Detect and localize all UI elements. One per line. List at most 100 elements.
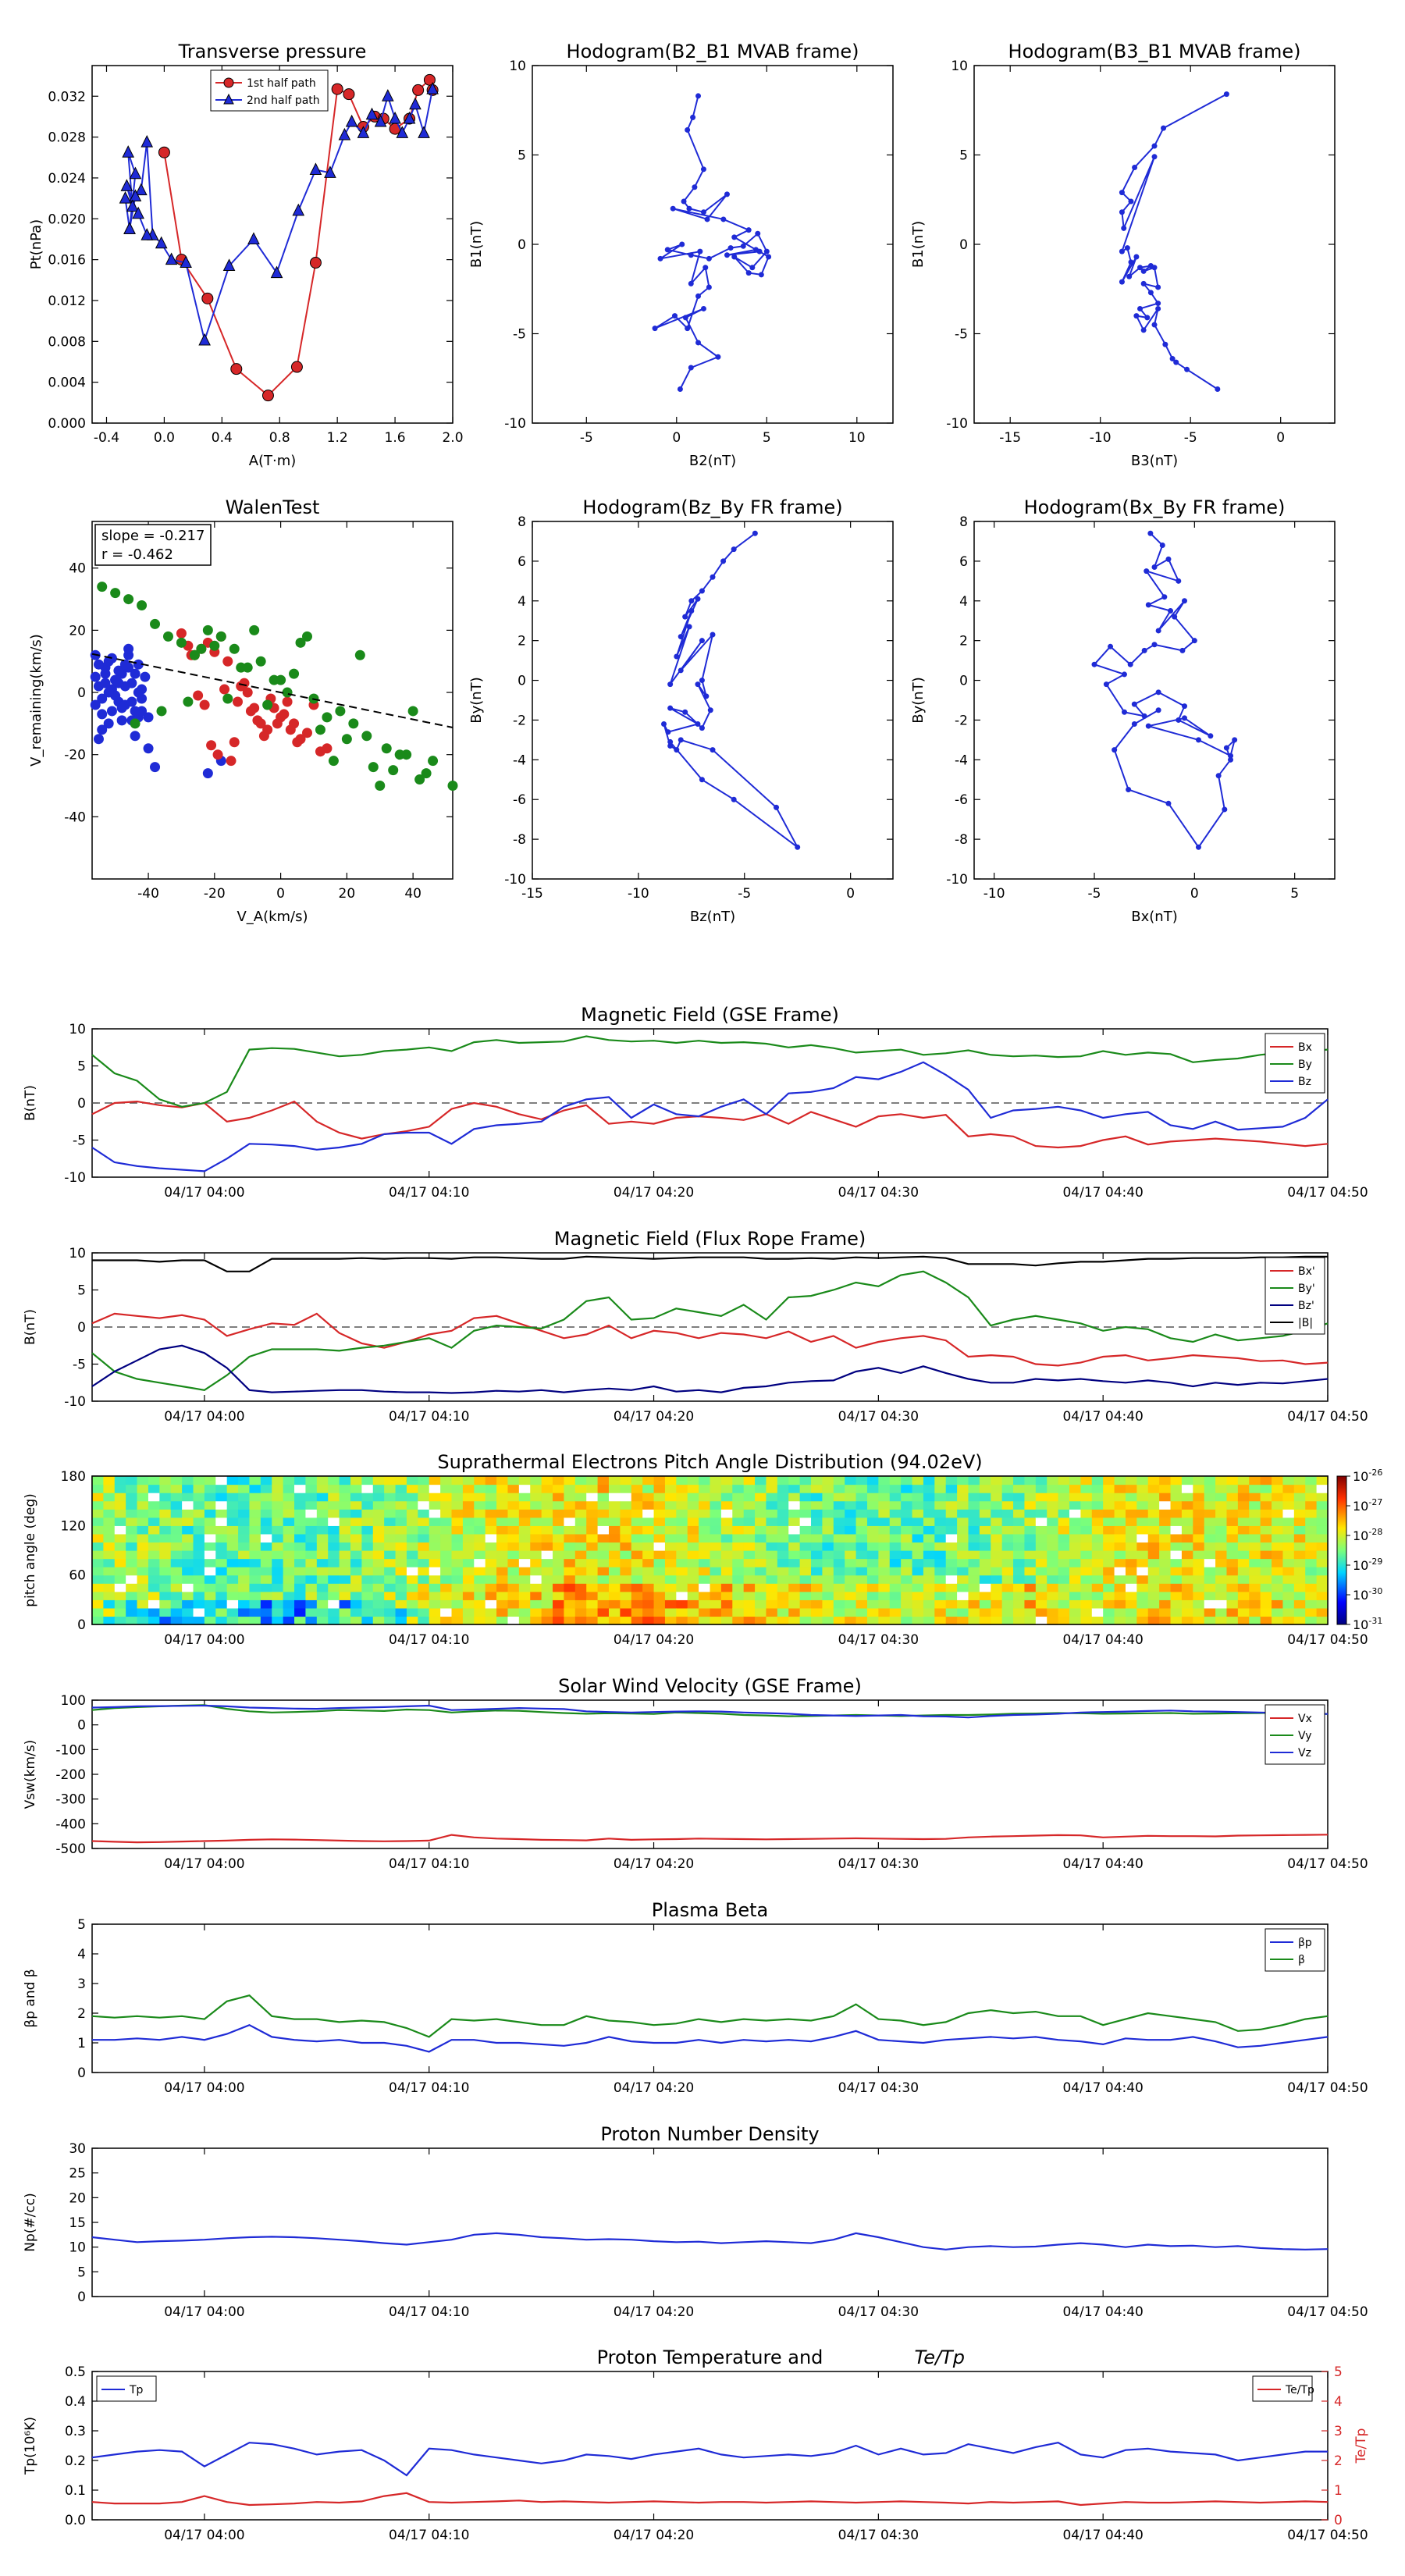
heatmap-cell	[1159, 1493, 1172, 1502]
heatmap-cell	[1047, 1500, 1059, 1510]
heatmap-cell	[934, 1533, 947, 1543]
heatmap-cell	[1080, 1550, 1093, 1560]
heatmap-cell	[1226, 1583, 1239, 1592]
heatmap-cell	[418, 1509, 430, 1518]
heatmap-cell	[653, 1509, 666, 1518]
heatmap-cell	[1080, 1525, 1093, 1535]
data-point	[97, 582, 108, 592]
annotation-text: slope = -0.217	[101, 528, 205, 544]
heatmap-cell	[294, 1525, 307, 1535]
heatmap-cell	[845, 1583, 857, 1592]
heatmap-cell	[1069, 1607, 1081, 1617]
data-point	[1131, 701, 1137, 707]
data-point	[678, 667, 684, 674]
heatmap-cell	[339, 1567, 351, 1576]
heatmap-cell	[1058, 1599, 1070, 1609]
y-tick-label: -300	[55, 1792, 86, 1808]
heatmap-cell	[350, 1533, 362, 1543]
heatmap-cell	[720, 1607, 733, 1617]
heatmap-cell	[743, 1500, 756, 1510]
heatmap-cell	[945, 1567, 958, 1576]
heatmap-cell	[1260, 1550, 1272, 1560]
heatmap-cell	[608, 1500, 621, 1510]
data-point	[678, 634, 684, 640]
heatmap-cell	[597, 1616, 610, 1625]
y-tick-label: 0.004	[48, 375, 86, 391]
heatmap-cell	[316, 1607, 329, 1617]
heatmap-cell	[631, 1533, 643, 1543]
heatmap-cell	[699, 1509, 711, 1518]
data-point	[1133, 254, 1140, 260]
heatmap-cell	[1069, 1567, 1081, 1576]
heatmap-cell	[170, 1550, 183, 1560]
y-tick-label: 0	[518, 237, 526, 253]
heatmap-cell	[833, 1525, 845, 1535]
heatmap-cell	[1058, 1591, 1070, 1600]
heatmap-cell	[1001, 1583, 1014, 1592]
heatmap-cell	[1260, 1509, 1272, 1518]
data-point	[1162, 341, 1168, 347]
heatmap-cell	[979, 1616, 991, 1625]
heatmap-cell	[226, 1583, 239, 1592]
heatmap-cell	[429, 1476, 441, 1485]
heatmap-cell	[305, 1599, 318, 1609]
heatmap-cell	[1249, 1542, 1261, 1551]
y-tick-label: -2	[955, 713, 968, 728]
heatmap-cell	[148, 1533, 160, 1543]
heatmap-cell	[1249, 1599, 1261, 1609]
heatmap-cell	[845, 1509, 857, 1518]
heatmap-cell	[1193, 1493, 1205, 1502]
heatmap-cell	[866, 1509, 879, 1518]
heatmap-cell	[968, 1591, 980, 1600]
heatmap-cell	[564, 1591, 576, 1600]
heatmap-cell	[620, 1550, 632, 1560]
heatmap-cell	[1170, 1476, 1183, 1485]
y-tick-label: 60	[69, 1568, 86, 1584]
heatmap-cell	[1282, 1558, 1295, 1567]
heatmap-cell	[1204, 1517, 1216, 1526]
heatmap-cell	[1272, 1493, 1284, 1502]
heatmap-cell	[126, 1607, 138, 1617]
heatmap-cell	[1024, 1583, 1037, 1592]
heatmap-cell	[226, 1533, 239, 1543]
heatmap-cell	[541, 1493, 553, 1502]
data-point	[315, 724, 325, 735]
heatmap-cell	[586, 1567, 599, 1576]
heatmap-cell	[462, 1591, 475, 1600]
heatmap-cell	[866, 1583, 879, 1592]
heatmap-cell	[957, 1500, 969, 1510]
heatmap-cell	[710, 1599, 722, 1609]
data-point	[674, 653, 680, 660]
heatmap-cell	[1114, 1525, 1126, 1535]
heatmap-cell	[1080, 1542, 1093, 1551]
data-point	[201, 292, 214, 304]
heatmap-cell	[991, 1533, 1003, 1543]
heatmap-cell	[732, 1533, 745, 1543]
heatmap-cell	[384, 1484, 397, 1493]
heatmap-cell	[1047, 1616, 1059, 1625]
heatmap-cell	[361, 1542, 374, 1551]
data-point	[249, 624, 260, 635]
heatmap-cell	[597, 1484, 610, 1493]
heatmap-cell	[226, 1550, 239, 1560]
heatmap-cell	[1316, 1542, 1329, 1551]
x-axis-label: B2(nT)	[689, 453, 736, 469]
heatmap-cell	[1069, 1583, 1081, 1592]
heatmap-cell	[1215, 1493, 1228, 1502]
x-tick-label: 2.0	[442, 430, 463, 446]
heatmap-cell	[339, 1550, 351, 1560]
heatmap-cell	[260, 1500, 272, 1510]
heatmap-cell	[945, 1574, 958, 1584]
legend-label: 2nd half path	[247, 94, 320, 107]
series-line	[91, 1312, 1329, 1367]
heatmap-cell	[889, 1542, 902, 1551]
heatmap-cell	[474, 1550, 486, 1560]
heatmap-cell	[553, 1591, 565, 1600]
heatmap-cell	[1159, 1517, 1172, 1526]
heatmap-cell	[137, 1493, 149, 1502]
chart-title-math: Te/Tp	[915, 2347, 965, 2368]
heatmap-cell	[1193, 1542, 1205, 1551]
heatmap-cell	[1305, 1517, 1318, 1526]
heatmap-cell	[1024, 1550, 1037, 1560]
heatmap-cell	[710, 1591, 722, 1600]
